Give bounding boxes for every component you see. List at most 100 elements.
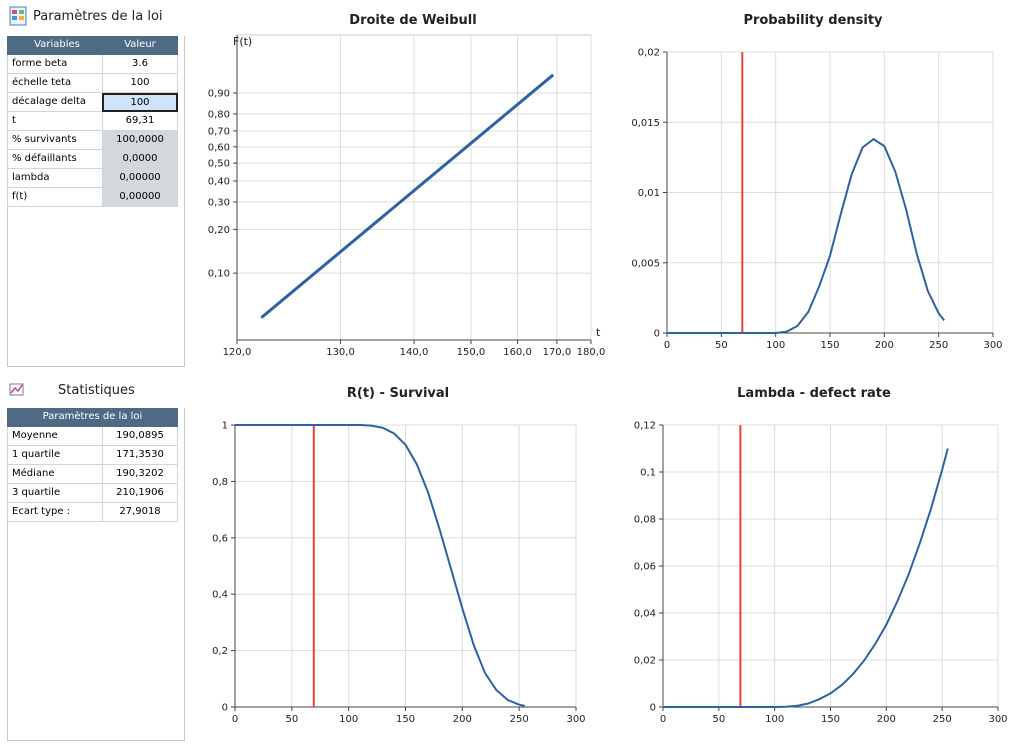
x-tick-label: 140,0 xyxy=(400,347,429,358)
x-tick-label: 180,0 xyxy=(577,347,606,358)
header-cell: Variables xyxy=(7,36,102,55)
stats-table: Paramètres de la loi Moyenne 190,0895 1 qu… xyxy=(7,408,178,522)
variable-name: échelle teta xyxy=(7,74,102,93)
variable-name: f(t) xyxy=(7,188,102,207)
y-tick-label: 0,10 xyxy=(208,269,230,280)
chart-title: Probability density xyxy=(743,13,883,28)
variable-value: 0,00000 xyxy=(102,188,178,207)
y-tick-label: 0,20 xyxy=(208,225,230,236)
table-row: 3 quartile 210,1906 xyxy=(7,484,178,503)
y-tick-label: 1 xyxy=(222,421,228,432)
variable-value[interactable]: 3.6 xyxy=(102,55,178,74)
y-tick-label: 0,40 xyxy=(208,176,230,187)
chart: R(t) - Survival 0 50 100 150 200 250 300 0 0,2 0,4… xyxy=(212,386,585,725)
y-tick-label: 0,4 xyxy=(212,590,228,601)
chart-title: Droite de Weibull xyxy=(349,13,476,28)
x-tick-label: 300 xyxy=(566,714,585,725)
x-tick-label: 120,0 xyxy=(223,347,252,358)
stat-name: Ecart type : xyxy=(7,503,102,522)
x-tick-label: 100 xyxy=(339,714,358,725)
table-row: % survivants 100,0000 xyxy=(7,131,178,150)
series-line xyxy=(663,448,949,708)
y-tick-label: 0,90 xyxy=(208,88,230,99)
stat-name: 3 quartile xyxy=(7,484,102,503)
series-line xyxy=(260,73,555,319)
stats-panel xyxy=(7,408,185,741)
stat-value: 190,3202 xyxy=(102,465,178,484)
x-tick-label: 150 xyxy=(396,714,415,725)
y-tick-label: 0,80 xyxy=(208,109,230,120)
y-axis-label: F(t) xyxy=(233,35,252,48)
y-tick-label: 0,01 xyxy=(638,188,660,199)
variable-value[interactable]: 69,31 xyxy=(102,112,178,131)
table-row: Ecart type :27,9018 xyxy=(7,503,178,522)
y-tick-label: 0,12 xyxy=(634,421,656,432)
x-tick-label: 50 xyxy=(712,714,725,725)
stat-value: 27,9018 xyxy=(102,503,178,522)
x-tick-label: 50 xyxy=(285,714,298,725)
header-cell: Paramètres de la loi xyxy=(7,408,178,427)
stats-title: Statistiques xyxy=(58,383,135,398)
table-row: 1 quartile 171,3530 xyxy=(7,446,178,465)
variable-value: 0,0000 xyxy=(102,150,178,169)
x-tick-label: 300 xyxy=(988,714,1007,725)
y-tick-label: 0,1 xyxy=(640,468,656,479)
variable-value[interactable]: 100 xyxy=(102,74,178,93)
y-tick-label: 0,08 xyxy=(634,515,656,526)
x-tick-label: 0 xyxy=(232,714,238,725)
x-tick-label: 150 xyxy=(821,714,840,725)
y-tick-label: 0,6 xyxy=(212,533,228,544)
x-tick-label: 150 xyxy=(820,340,839,351)
x-tick-label: 250 xyxy=(929,340,948,351)
variable-value[interactable]: 100 xyxy=(102,93,178,112)
x-tick-label: 0 xyxy=(664,340,670,351)
table-row: forme beta 3.6 xyxy=(7,55,178,74)
variable-value: 0,00000 xyxy=(102,169,178,188)
x-tick-label: 200 xyxy=(875,340,894,351)
y-tick-label: 0,30 xyxy=(208,197,230,208)
table-row: % défaillants 0,0000 xyxy=(7,150,178,169)
y-tick-label: 0,04 xyxy=(634,609,656,620)
y-tick-label: 0 xyxy=(654,329,660,340)
y-tick-label: 0 xyxy=(650,703,656,714)
table-row: échelle teta 100 xyxy=(7,74,178,93)
y-tick-label: 0 xyxy=(222,703,228,714)
x-tick-label: 0 xyxy=(660,714,666,725)
x-tick-label: 170,0 xyxy=(543,347,572,358)
x-tick-label: 130,0 xyxy=(326,347,355,358)
y-tick-label: 0,005 xyxy=(631,258,660,269)
y-tick-label: 0,02 xyxy=(638,48,660,59)
x-tick-label: 100 xyxy=(766,340,785,351)
x-tick-label: 200 xyxy=(877,714,896,725)
variable-name: forme beta xyxy=(7,55,102,74)
variable-name: t xyxy=(7,112,102,131)
chart-title: Lambda - defect rate xyxy=(737,386,891,401)
table-row: lambda 0,00000 xyxy=(7,169,178,188)
y-tick-label: 0,60 xyxy=(208,142,230,153)
x-tick-label: 100 xyxy=(765,714,784,725)
stat-name: 1 quartile xyxy=(7,446,102,465)
variable-name: % survivants xyxy=(7,131,102,150)
stat-name: Médiane xyxy=(7,465,102,484)
stat-value: 171,3530 xyxy=(102,446,178,465)
header-row: Paramètres de la loi xyxy=(7,408,178,427)
table-row: Moyenne 190,0895 xyxy=(7,427,178,446)
stat-name: Moyenne xyxy=(7,427,102,446)
y-tick-label: 0,70 xyxy=(208,126,230,137)
params-table: Variables Valeur forme beta 3.6 échelle te… xyxy=(7,36,178,207)
params-title: Paramètres de la loi xyxy=(33,9,163,24)
series-line xyxy=(235,424,526,707)
variable-value: 100,0000 xyxy=(102,131,178,150)
header-cell: Valeur xyxy=(102,36,178,55)
chart: Droite de Weibull 120,0 130,0 140,0 150,0 160… xyxy=(208,13,606,358)
x-tick-label: 200 xyxy=(453,714,472,725)
x-tick-label: 250 xyxy=(510,714,529,725)
variable-name: % défaillants xyxy=(7,150,102,169)
chart: Lambda - defect rate 0 50 100 150 200 250 300 0 0… xyxy=(634,386,1008,725)
chart: Probability density 0 50 100 150 200 250 300 0 0,… xyxy=(631,13,1002,351)
y-tick-label: 0,02 xyxy=(634,656,656,667)
y-tick-label: 0,06 xyxy=(634,562,656,573)
x-tick-label: 250 xyxy=(933,714,952,725)
